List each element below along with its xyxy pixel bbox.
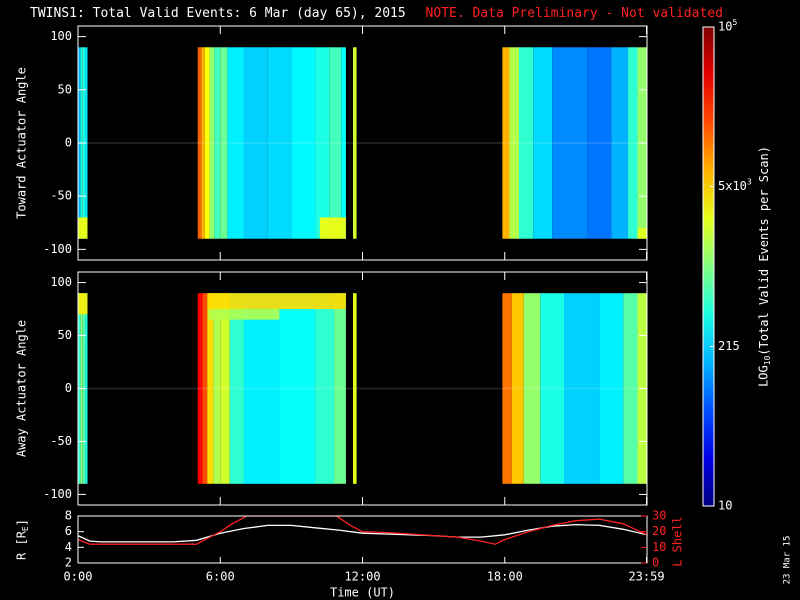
heatmap-column <box>213 293 221 484</box>
heatmap-column <box>315 47 330 239</box>
heatmap-column <box>85 47 88 239</box>
x-tick-label: 6:00 <box>206 570 235 584</box>
colorbar-tick-label: 10 <box>718 499 732 513</box>
heatmap-column <box>227 47 244 239</box>
heatmap-column <box>502 293 512 484</box>
heatmap-column <box>623 293 638 484</box>
y-tick-label: 0 <box>65 381 72 395</box>
heatmap-region <box>637 228 647 239</box>
heatmap-region <box>319 217 346 239</box>
y-axis-label-sub: E <box>21 526 30 531</box>
heatmap-column <box>334 293 346 484</box>
y-tick-label: 2 <box>65 556 72 570</box>
heatmap-column <box>229 293 244 484</box>
heatmap-column <box>511 293 524 484</box>
heatmap-column <box>243 47 268 239</box>
heatmap-column <box>523 293 541 484</box>
x-tick-label: 18:00 <box>487 570 523 584</box>
y-axis-label-end: ] <box>15 519 29 526</box>
heatmap-column <box>220 47 228 239</box>
y-axis-label: Away Actuator Angle <box>15 320 29 457</box>
heatmap-column <box>291 47 316 239</box>
heatmap-region <box>78 217 88 239</box>
panel-away: -100 -50 0 50 100 Away Actuator Angle <box>15 271 648 506</box>
y-tick-label: 6 <box>65 524 72 538</box>
x-tick-label: 12:00 <box>344 570 380 584</box>
heatmap-column <box>85 293 88 484</box>
heatmap-column <box>209 47 215 239</box>
y2-axis-label: L Shell <box>671 516 685 567</box>
heatmap-column <box>267 47 292 239</box>
heatmap-column <box>599 293 624 484</box>
colorbar-tick-sup: 5 <box>732 18 737 27</box>
colorbar-tick-label: 105 <box>718 18 737 34</box>
r-distance-line <box>78 523 647 543</box>
heatmap-column <box>329 47 342 239</box>
heatmap-column <box>279 293 316 484</box>
heatmap-column <box>341 47 346 239</box>
heatmap-column <box>628 47 638 239</box>
x-axis-label: Time (UT) <box>330 586 395 600</box>
colorbar-label: LOG10(Total Valid Events per Scan) <box>757 146 772 387</box>
y-tick-label: -50 <box>50 434 72 448</box>
y-tick-label: 8 <box>65 509 72 523</box>
heatmap-region <box>208 293 346 310</box>
heatmap-column <box>214 47 221 239</box>
panel-toward: -100 -50 0 50 100 Toward Actuator Angle <box>15 25 648 261</box>
y-tick-label: -100 <box>43 242 72 256</box>
heatmap-column <box>202 293 208 484</box>
x-tick-label: 23:59 <box>628 570 664 584</box>
heatmap-column <box>502 47 510 239</box>
y2-tick-label: 30 <box>652 509 666 523</box>
colorbar-label-end: (Total Valid Events per Scan) <box>757 146 771 356</box>
page-title: TWINS1: Total Valid Events: 6 Mar (day 6… <box>30 6 723 21</box>
y2-tick-label: 10 <box>652 540 666 554</box>
y-tick-label: 100 <box>50 29 72 43</box>
heatmap-column <box>509 47 519 239</box>
x-tick-label: 0:00 <box>64 570 93 584</box>
heatmap-region <box>78 293 88 315</box>
heatmap-column <box>201 47 205 239</box>
y-axis-label: R [RE] <box>15 519 30 560</box>
heatmap-column <box>533 47 553 239</box>
heatmap-column <box>243 293 280 484</box>
y-tick-label: 50 <box>58 82 72 96</box>
y-tick-label: -50 <box>50 189 72 203</box>
heatmap-column <box>540 293 565 484</box>
colorbar-tick-label: 215 <box>718 339 740 353</box>
heatmap-column <box>207 293 214 484</box>
heatmap-column <box>197 293 203 484</box>
y2-tick-label: 0 <box>652 556 659 570</box>
heatmap-column <box>611 47 629 239</box>
heatmap-column <box>518 47 534 239</box>
heatmap-column <box>353 47 357 239</box>
l-shell-line <box>78 516 647 545</box>
y-tick-label: -100 <box>43 487 72 501</box>
heatmap-column <box>353 293 357 484</box>
heatmap-column <box>204 47 210 239</box>
heatmap-column <box>587 47 612 239</box>
heatmap-column <box>564 293 600 484</box>
y-tick-label: 50 <box>58 328 72 342</box>
heatmap-column <box>315 293 335 484</box>
preliminary-note: NOTE. Data Preliminary - Not validated <box>425 6 723 21</box>
plot-title: TWINS1: Total Valid Events: 6 Mar (day 6… <box>30 6 406 21</box>
y-tick-label: 100 <box>50 275 72 289</box>
colorbar-tick-label: 5x103 <box>718 177 752 193</box>
colorbar-scale <box>702 26 715 507</box>
date-stamp: 23 Mar 15 <box>783 536 793 585</box>
colorbar-tick-sup: 3 <box>747 177 752 186</box>
y-tick-label: 0 <box>65 136 72 150</box>
y-tick-label: 4 <box>65 540 72 554</box>
heatmap-column <box>552 47 588 239</box>
heatmap-region <box>208 309 280 320</box>
y-axis-label: Toward Actuator Angle <box>15 67 29 219</box>
heatmap-column <box>220 293 230 484</box>
heatmap-column <box>197 47 202 239</box>
y2-tick-label: 20 <box>652 524 666 538</box>
colorbar-label-sub: 10 <box>763 355 772 365</box>
